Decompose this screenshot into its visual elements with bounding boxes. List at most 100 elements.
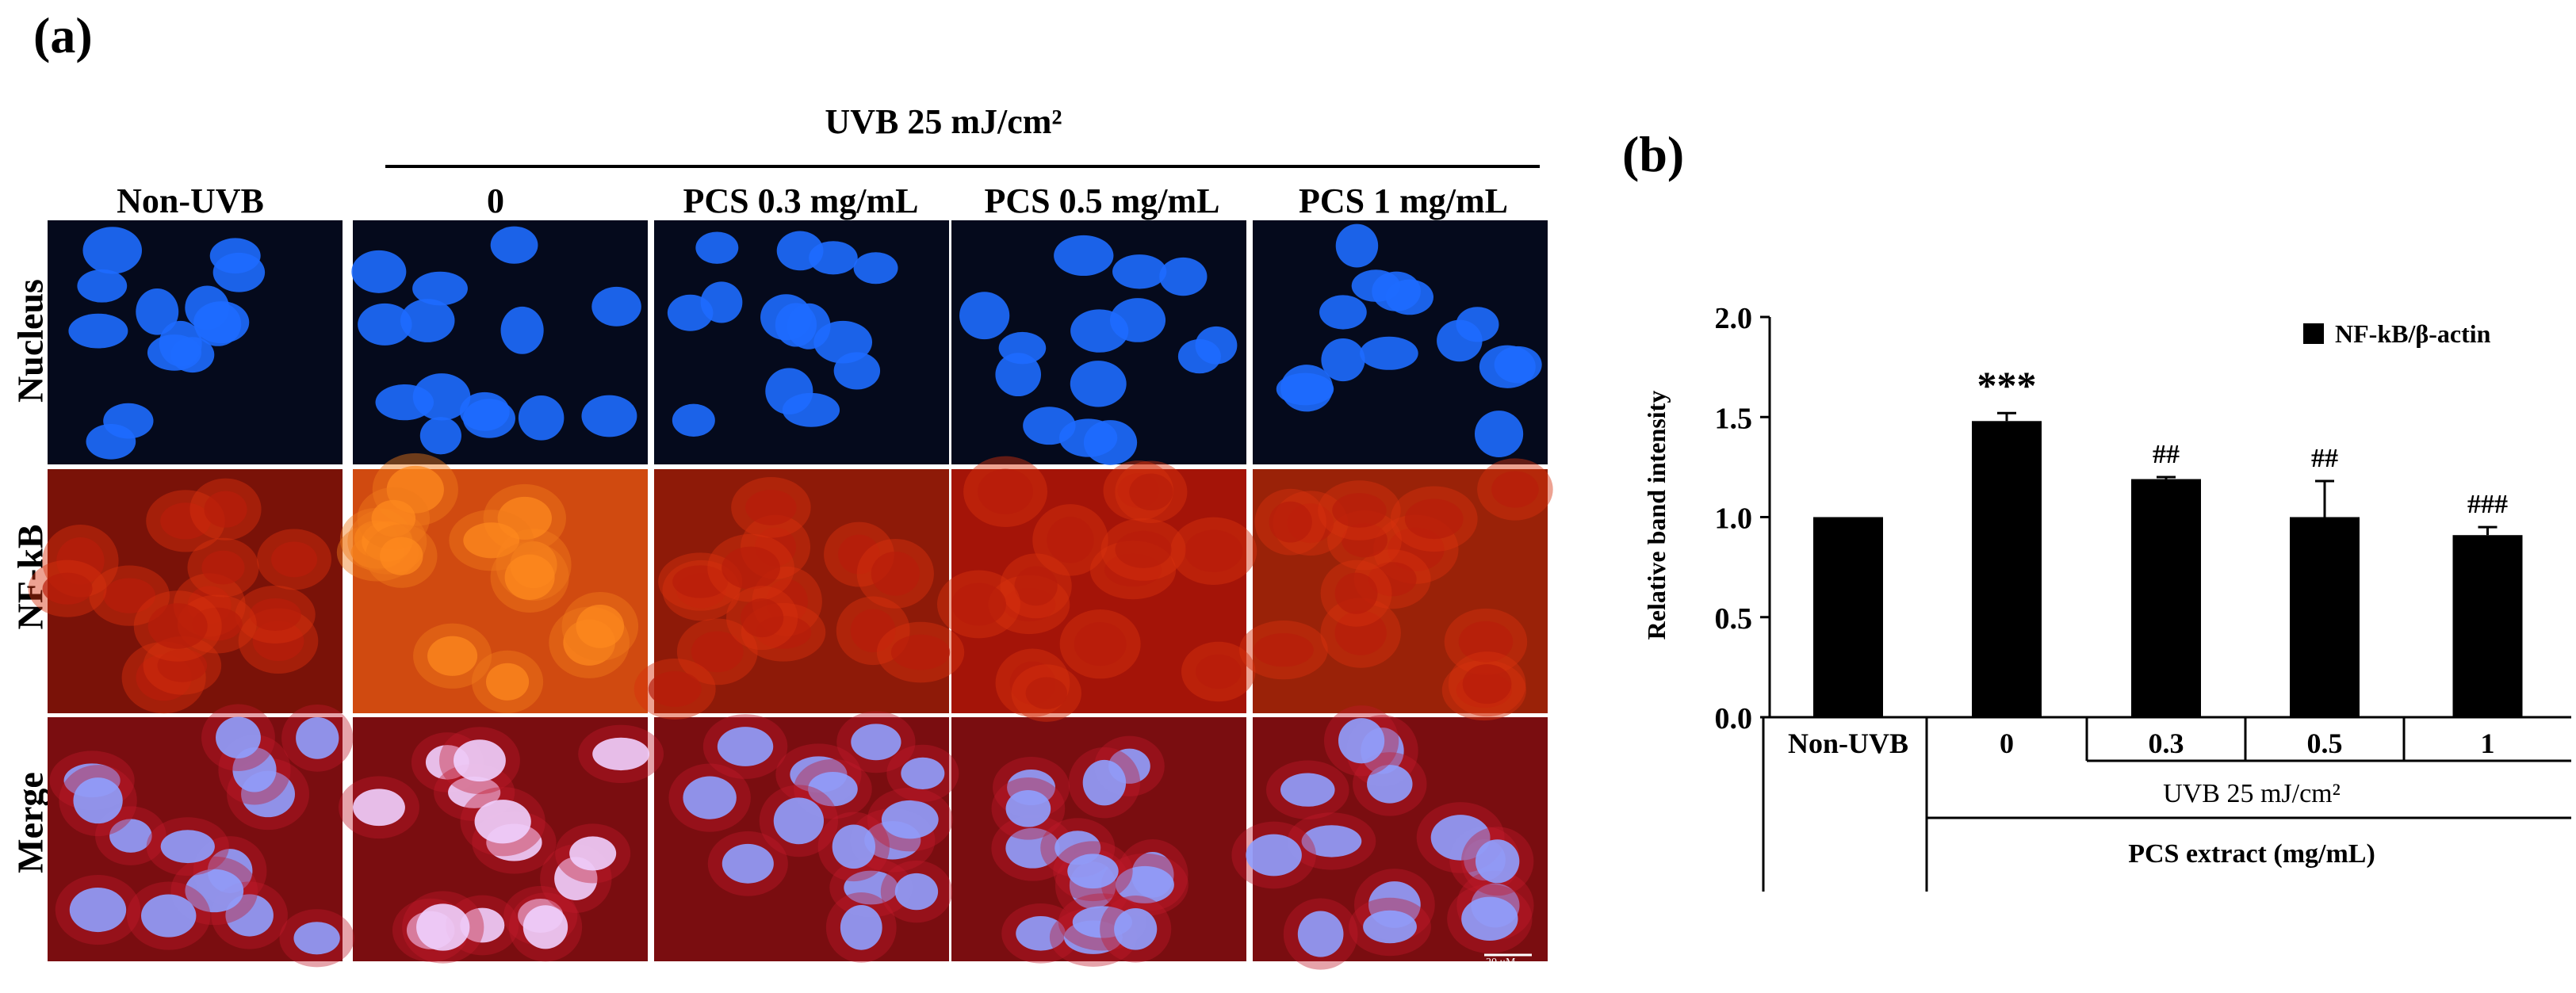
merge-nucleus: [881, 800, 939, 839]
nfkb-nucleus: [201, 550, 245, 585]
nucleus-cell: [103, 403, 154, 439]
cell-group-nfkb-0: [28, 478, 332, 714]
nucleus-cell: [591, 286, 641, 327]
significance-label: ##: [2311, 444, 2338, 473]
nfkb-nucleus: [427, 636, 478, 676]
merge-nucleus: [1475, 839, 1520, 884]
nfkb-nucleus: [249, 598, 301, 632]
nfkb-nucleus: [271, 541, 318, 578]
nucleus-cell: [1070, 309, 1129, 353]
nucleus-cell: [1494, 346, 1542, 384]
nucleus-cell: [518, 395, 565, 441]
bar-1: [2452, 535, 2523, 717]
merge-nucleus: [840, 905, 882, 950]
merge-nucleus: [140, 894, 197, 938]
merge-nucleus: [448, 776, 501, 808]
nfkb-nucleus: [103, 578, 155, 613]
merge-nucleus: [216, 716, 261, 758]
merge-nucleus: [901, 757, 945, 790]
nfkb-nucleus: [1185, 529, 1243, 572]
nfkb-nucleus: [1334, 610, 1387, 655]
merge-nucleus: [69, 888, 127, 933]
group-label-pcs: PCS extract (mg/mL): [2128, 839, 2375, 869]
x-tick-label: 0.5: [2307, 728, 2343, 759]
merge-nucleus: [592, 737, 650, 771]
x-tick-label: 1: [2481, 728, 2495, 759]
nfkb-nucleus: [1342, 522, 1388, 558]
nfkb-nucleus: [576, 604, 625, 648]
panel-a-label: (a): [33, 7, 93, 63]
nfkb-nucleus: [741, 598, 784, 638]
nfkb-nucleus: [1458, 621, 1514, 663]
nfkb-nucleus: [157, 649, 208, 682]
nucleus-cell: [412, 271, 468, 306]
nucleus-cell: [1070, 361, 1127, 407]
nucleus-cell: [1280, 365, 1334, 412]
cell-group-nucleus-2: [667, 231, 898, 437]
nfkb-nucleus: [1014, 566, 1058, 606]
merge-nucleus: [722, 843, 774, 884]
bar-0.3: [2131, 479, 2201, 717]
nucleus-cell: [1360, 336, 1418, 370]
cell-group-nfkb-2: [633, 476, 965, 720]
merge-nucleus: [1115, 865, 1174, 903]
cell-group-nucleus-0: [68, 227, 266, 460]
legend-label: NF-kB/β-actin: [2335, 319, 2491, 348]
nucleus-cell: [351, 250, 407, 293]
y-tick-label: 1.0: [1715, 502, 1753, 536]
panel-b-label: (b): [1622, 126, 1685, 182]
merge-nucleus: [460, 907, 505, 943]
merge-nucleus: [851, 724, 901, 761]
cell-group-nucleus-3: [959, 235, 1238, 465]
merge-nucleus: [808, 771, 858, 807]
bar-0: [1972, 421, 2042, 717]
nucleus-cell: [193, 301, 250, 344]
nfkb-nucleus: [1269, 501, 1312, 543]
nucleus-cell: [358, 303, 412, 346]
nfkb-nucleus: [1334, 572, 1378, 614]
nucleus-cell: [490, 226, 538, 264]
nfkb-nucleus: [1254, 633, 1314, 667]
cell-group-merge-3: [991, 735, 1188, 967]
merge-nucleus: [1280, 773, 1335, 807]
nucleus-cell: [1474, 411, 1524, 458]
nucleus-cell: [1385, 279, 1433, 315]
nfkb-nucleus: [1404, 498, 1464, 540]
scale-bar-label: 20 μM: [1486, 957, 1516, 968]
x-tick-label: 0: [2000, 728, 2014, 759]
nfkb-nucleus: [1332, 493, 1387, 528]
nfkb-nucleus: [1074, 621, 1127, 666]
nucleus-cell: [995, 353, 1042, 397]
merge-nucleus: [717, 727, 774, 766]
nucleus-cell: [68, 313, 128, 349]
nucleus-cell: [695, 231, 739, 264]
nfkb-nucleus: [722, 546, 780, 590]
nucleus-cell: [1083, 420, 1138, 465]
nucleus-cell: [1054, 235, 1114, 277]
nucleus-cell: [82, 227, 143, 274]
nfkb-nucleus: [1368, 562, 1417, 597]
y-tick-label: 2.0: [1715, 302, 1753, 335]
merge-nucleus: [832, 824, 876, 869]
cell-group-nucleus-1: [351, 226, 641, 455]
nucleus-cell: [1321, 338, 1365, 382]
merge-nucleus: [353, 789, 405, 827]
nfkb-nucleus: [1129, 473, 1173, 511]
y-axis-label: Relative band intensity: [1642, 391, 1671, 640]
cell-group-merge-4: [1231, 705, 1534, 970]
nucleus-cell: [1319, 295, 1367, 330]
nucleus-cell: [400, 299, 455, 342]
merge-nucleus: [160, 830, 215, 864]
nfkb-nucleus: [890, 634, 951, 670]
nfkb-nucleus: [463, 522, 520, 559]
nfkb-nucleus: [252, 621, 304, 662]
merge-nucleus: [1016, 916, 1066, 951]
bar-0.5: [2290, 517, 2360, 717]
cell-group-nfkb-1: [336, 453, 639, 713]
merge-nucleus: [1430, 815, 1491, 861]
nfkb-nucleus: [42, 572, 93, 605]
nucleus-cell: [147, 334, 202, 371]
nfkb-nucleus: [850, 609, 896, 653]
column-label-pcs-0-5: PCS 0.5 mg/mL: [984, 181, 1220, 220]
